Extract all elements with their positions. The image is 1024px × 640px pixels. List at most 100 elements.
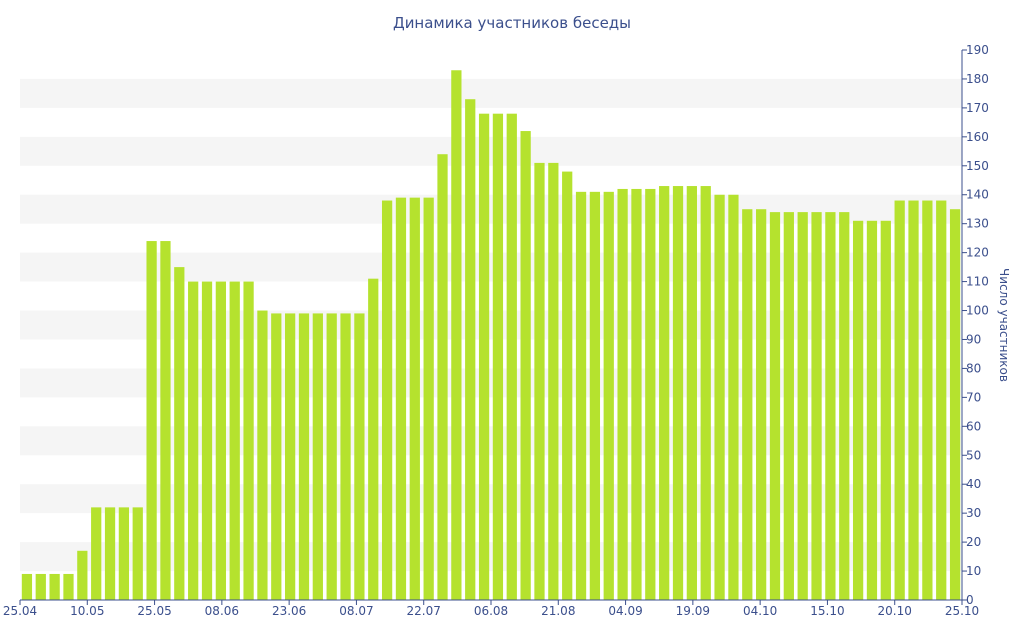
bar <box>35 573 46 600</box>
bar <box>340 313 351 600</box>
y-tick-label: 180 <box>966 72 989 86</box>
bar <box>672 186 684 601</box>
y-axis: 0 10 20 30 40 50 60 70 80 90 100 110 120 130 140 150 160… <box>961 43 989 607</box>
bar <box>742 209 753 600</box>
bar <box>368 278 379 600</box>
bar <box>229 281 240 600</box>
bar <box>839 212 850 601</box>
bar <box>298 313 310 600</box>
bar <box>118 507 130 600</box>
y-tick-label: 130 <box>966 217 989 231</box>
bar <box>645 188 656 600</box>
bar <box>201 281 213 600</box>
bar <box>894 200 905 600</box>
grid-band <box>20 78 962 108</box>
bar <box>21 573 33 600</box>
bar <box>104 507 116 600</box>
x-tick-label: 06.08 <box>474 604 508 618</box>
x-tick-label: 25.05 <box>137 604 171 618</box>
y-tick-label: 30 <box>966 506 981 520</box>
bar <box>146 241 157 601</box>
x-tick-label: 08.06 <box>205 604 239 618</box>
bar <box>811 212 822 601</box>
x-tick-label: 15.10 <box>810 604 844 618</box>
y-tick-label: 40 <box>966 477 981 491</box>
bar <box>936 200 947 600</box>
bar <box>797 212 808 601</box>
x-tick-label: 22.07 <box>407 604 441 618</box>
x-tick-label: 08.07 <box>339 604 373 618</box>
bar <box>478 113 490 601</box>
bar <box>160 241 171 601</box>
bar <box>243 281 254 600</box>
bar <box>852 220 864 601</box>
x-tick-label: 04.10 <box>743 604 777 618</box>
bar <box>77 550 88 600</box>
y-tick-label: 110 <box>966 275 989 289</box>
grid-band <box>20 136 962 166</box>
y-tick-label: 0 <box>966 593 974 607</box>
y-tick-label: 140 <box>966 188 989 202</box>
bar <box>451 70 462 600</box>
x-tick-label: 25.04 <box>3 604 37 618</box>
y-tick-label: 70 <box>966 390 981 404</box>
bar <box>562 171 573 600</box>
bar <box>492 113 504 601</box>
y-tick-label: 90 <box>966 332 981 346</box>
x-tick-label: 23.06 <box>272 604 306 618</box>
bar <box>617 188 628 600</box>
y-tick-label: 50 <box>966 448 981 462</box>
bar <box>866 220 878 601</box>
bar <box>354 313 365 600</box>
bar <box>631 188 642 600</box>
bar <box>506 113 517 601</box>
bar <box>548 162 559 600</box>
bar <box>188 281 199 600</box>
bar <box>409 197 420 600</box>
bar <box>908 200 919 600</box>
bar <box>659 186 670 601</box>
bar <box>728 194 739 601</box>
bar <box>825 212 836 601</box>
x-tick-label: 19.09 <box>676 604 710 618</box>
x-tick-label: 10.05 <box>70 604 104 618</box>
bar <box>603 191 614 600</box>
bar <box>756 209 767 600</box>
bar <box>257 310 268 600</box>
bar <box>215 281 226 600</box>
y-axis-label: Число участников <box>997 268 1011 382</box>
bar <box>91 507 102 600</box>
bar <box>520 131 531 601</box>
y-tick-label: 60 <box>966 419 981 433</box>
bar <box>423 197 434 600</box>
bar <box>880 220 891 601</box>
bars <box>21 70 961 601</box>
y-tick-label: 150 <box>966 159 989 173</box>
bar <box>174 267 185 600</box>
bar <box>132 507 143 600</box>
y-tick-label: 120 <box>966 246 989 260</box>
y-tick-label: 190 <box>966 43 989 57</box>
bar <box>714 194 725 601</box>
y-tick-label: 170 <box>966 101 989 115</box>
bar <box>783 212 794 601</box>
y-tick-label: 80 <box>966 361 981 375</box>
y-tick-label: 100 <box>966 304 989 318</box>
bar <box>381 200 393 600</box>
bar <box>589 191 601 600</box>
bar <box>922 200 933 600</box>
y-tick-label: 10 <box>966 564 981 578</box>
y-tick-label: 20 <box>966 535 981 549</box>
bar <box>769 212 781 601</box>
bar <box>534 162 545 600</box>
bar <box>326 313 337 600</box>
bar <box>575 191 587 600</box>
bar <box>312 313 323 600</box>
x-tick-label: 25.10 <box>945 604 979 618</box>
bar <box>686 186 697 601</box>
bar <box>437 154 448 600</box>
bar <box>63 573 74 600</box>
bar <box>465 99 476 601</box>
bar <box>700 186 711 601</box>
